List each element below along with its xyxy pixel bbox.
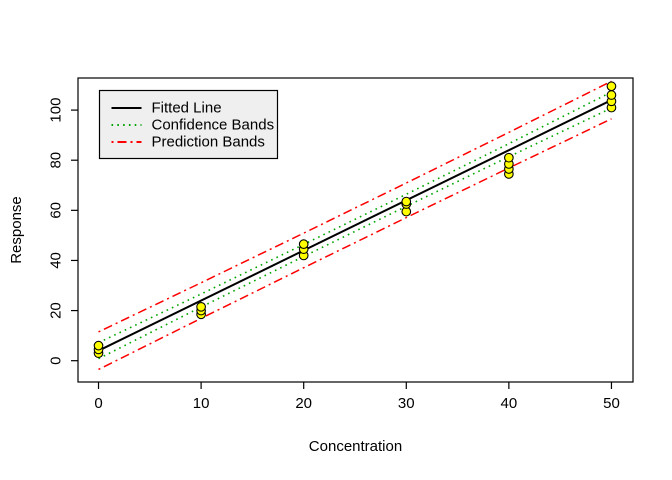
prediction-band-lower (98, 118, 612, 371)
x-tick-label: 50 (603, 395, 620, 412)
y-tick-label: 60 (48, 202, 65, 219)
plot-box (77, 77, 634, 383)
data-point (606, 81, 617, 92)
y-axis-title: Response (8, 196, 25, 264)
fitted-line (98, 99, 612, 352)
confidence-band-upper (98, 91, 612, 344)
data-point (298, 239, 309, 250)
prediction-band-upper (98, 80, 612, 333)
x-axis-title: Concentration (308, 438, 403, 455)
y-tick-label: 40 (48, 252, 65, 269)
legend-entry-label: Confidence Bands (152, 117, 275, 134)
y-tick-label: 20 (48, 302, 65, 319)
confidence-band-lower (98, 107, 612, 360)
y-tick-label: 80 (48, 152, 65, 169)
y-tick-label: 0 (48, 357, 65, 365)
x-tick-label: 30 (398, 395, 415, 412)
data-point (504, 152, 514, 163)
data-point (196, 301, 206, 312)
legend-entry-label: Prediction Bands (152, 134, 265, 151)
x-tick-label: 10 (193, 395, 210, 412)
y-tick-label: 100 (48, 98, 65, 123)
data-point (93, 340, 104, 351)
data-point (401, 196, 412, 207)
x-tick-label: 20 (295, 395, 312, 412)
legend-entry-label: Fitted Line (152, 100, 222, 117)
x-tick-label: 40 (501, 395, 518, 412)
data-point (606, 90, 617, 100)
x-tick-label: 0 (94, 395, 102, 412)
